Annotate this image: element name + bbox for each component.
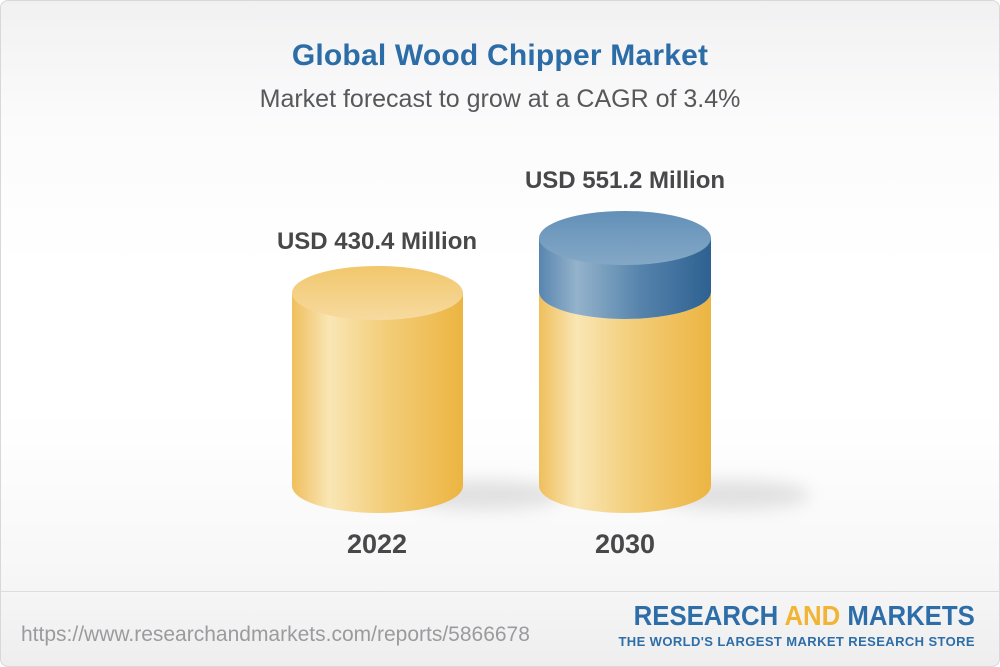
- logo-wordmark: RESEARCH AND MARKETS: [634, 600, 975, 632]
- logo-word-research: RESEARCH: [633, 600, 779, 631]
- logo-word-and: AND: [784, 600, 841, 631]
- report-url: https://www.researchandmarkets.com/repor…: [21, 623, 530, 646]
- research-and-markets-logo: RESEARCH AND MARKETS THE WORLD'S LARGEST…: [604, 600, 975, 649]
- bar-2030-growth-segment: [539, 211, 711, 319]
- logo-tagline: THE WORLD'S LARGEST MARKET RESEARCH STOR…: [618, 634, 975, 649]
- logo-word-markets: MARKETS: [847, 600, 975, 631]
- bar-2030-base-segment: [539, 292, 711, 513]
- category-label-2030: 2030: [594, 529, 656, 559]
- chart-title: Global Wood Chipper Market: [291, 39, 709, 72]
- footer-divider: [1, 591, 999, 592]
- value-label-2022: USD 430.4 Million: [276, 228, 478, 255]
- chart-subtitle: Market forecast to grow at a CAGR of 3.4…: [259, 85, 741, 113]
- category-label-2022: 2022: [346, 529, 408, 559]
- value-label-2030: USD 551.2 Million: [524, 167, 726, 194]
- bar-2022-cylinder: [292, 266, 463, 513]
